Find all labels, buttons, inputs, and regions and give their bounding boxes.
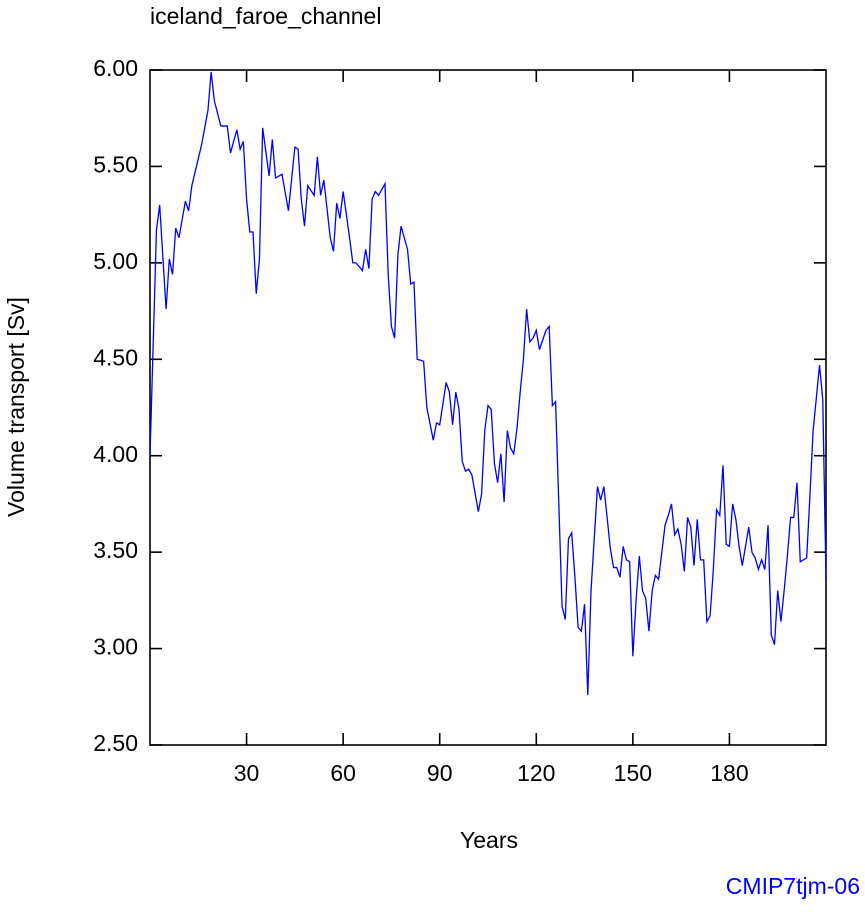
chart-title: iceland_faroe_channel — [150, 3, 381, 29]
y-tick-label: 3.50 — [93, 537, 138, 563]
y-tick-label: 5.50 — [93, 152, 138, 178]
data-line — [149, 71, 827, 695]
x-tick-label: 30 — [234, 760, 260, 786]
y-tick-label: 6.00 — [93, 55, 138, 81]
x-tick-label: 120 — [517, 760, 555, 786]
plot-frame — [149, 69, 827, 746]
y-tick-label: 4.00 — [93, 441, 138, 467]
x-tick-label: 60 — [330, 760, 356, 786]
y-tick-label: 5.00 — [93, 248, 138, 274]
y-tick-label: 2.50 — [93, 730, 138, 756]
y-tick-label: 3.00 — [93, 634, 138, 660]
x-tick-label: 90 — [427, 760, 453, 786]
x-axis-label: Years — [460, 827, 518, 853]
x-tick-label: 180 — [710, 760, 748, 786]
y-axis-label: Volume transport [Sv] — [3, 297, 29, 517]
y-tick-label: 4.50 — [93, 344, 138, 370]
annotation: CMIP7tjm-06 — [726, 873, 860, 899]
x-tick-label: 150 — [614, 760, 652, 786]
